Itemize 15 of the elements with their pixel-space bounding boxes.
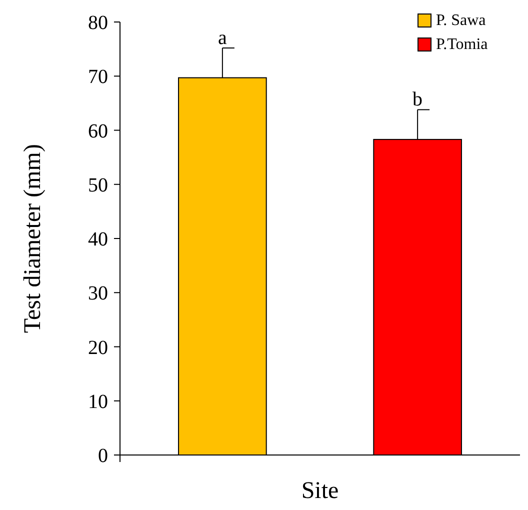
y-tick-label: 0 (98, 445, 108, 467)
y-tick-label: 40 (88, 228, 108, 250)
y-tick-label: 30 (88, 282, 108, 305)
y-axis-title: Test diameter (mm) (20, 144, 46, 333)
y-tick-label: 80 (88, 12, 108, 34)
legend-label: P. Sawa (436, 12, 486, 29)
x-axis-title: Site (301, 478, 339, 504)
y-tick-label: 70 (88, 66, 108, 88)
y-tick-label: 60 (88, 120, 108, 142)
y-tick-label: 20 (88, 336, 108, 359)
annotation: a (218, 26, 227, 49)
legend-label: P.Tomia (436, 36, 488, 53)
annotation: b (412, 88, 423, 111)
y-tick-label: 10 (88, 390, 108, 413)
y-tick-label: 50 (88, 174, 108, 196)
